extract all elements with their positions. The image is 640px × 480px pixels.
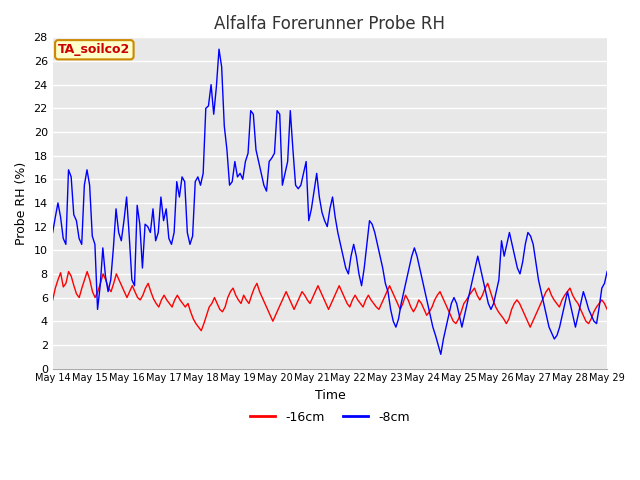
Y-axis label: Probe RH (%): Probe RH (%) — [15, 161, 28, 244]
Legend: -16cm, -8cm: -16cm, -8cm — [245, 406, 415, 429]
X-axis label: Time: Time — [314, 389, 345, 402]
Text: TA_soilco2: TA_soilco2 — [58, 43, 131, 56]
Title: Alfalfa Forerunner Probe RH: Alfalfa Forerunner Probe RH — [214, 15, 445, 33]
